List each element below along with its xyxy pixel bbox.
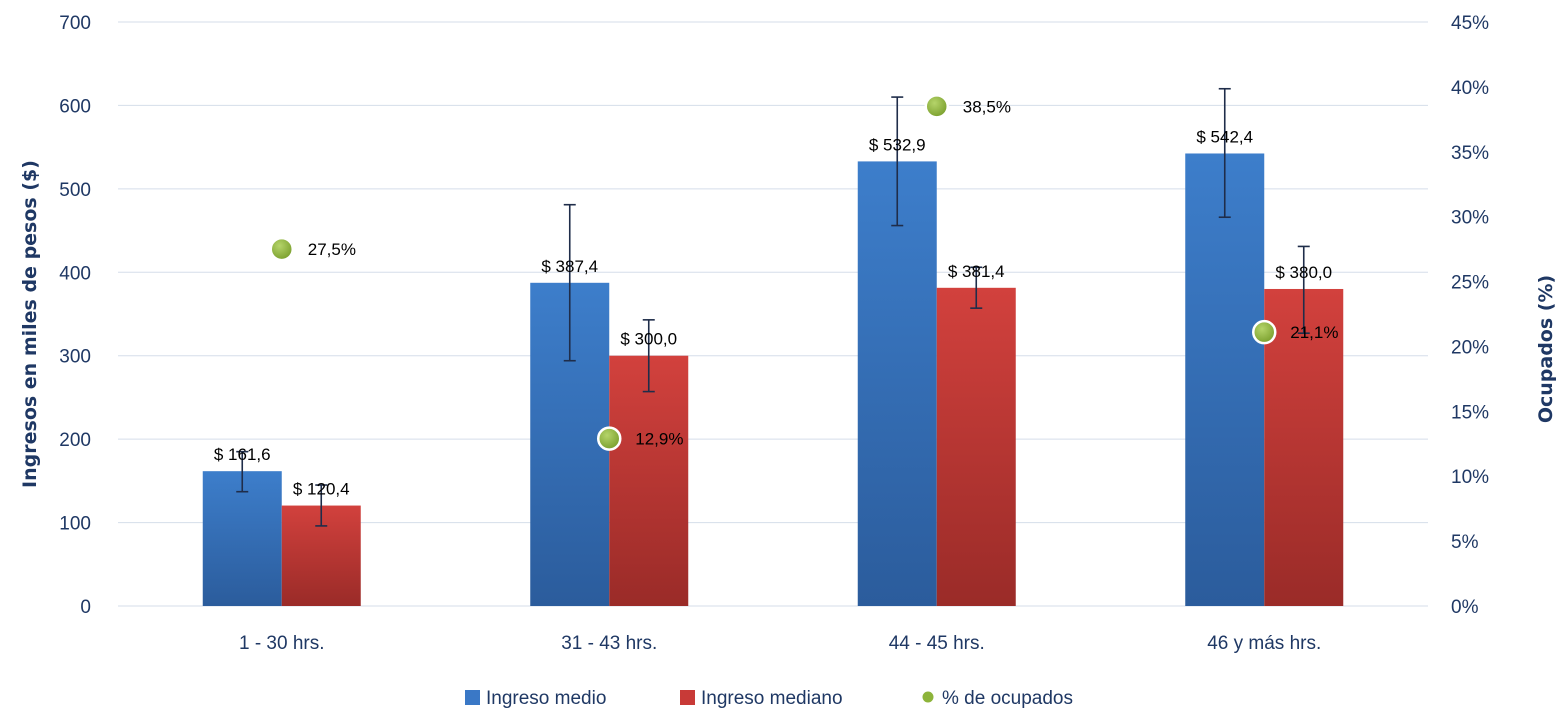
label-ingreso-mediano: $ 300,0 (620, 330, 677, 349)
point-ocupados (597, 426, 622, 451)
y-tick-label: 500 (59, 180, 91, 201)
y-tick-label: 200 (59, 430, 91, 451)
label-ocupados: 21,1% (1290, 323, 1338, 342)
y-tick-label: 400 (59, 263, 91, 284)
y2-tick-label: 20% (1451, 337, 1489, 358)
label-ingreso-medio: $ 542,4 (1196, 127, 1253, 146)
point-ocupados (269, 236, 294, 262)
y-tick-label: 300 (59, 347, 91, 368)
legend-label: Ingreso medio (486, 688, 606, 709)
y-tick-label: 700 (59, 13, 91, 34)
label-ocupados: 38,5% (963, 97, 1011, 116)
x-tick-label: 44 - 45 hrs. (889, 633, 985, 654)
y2-tick-label: 35% (1451, 143, 1489, 164)
label-ingreso-medio: $ 532,9 (869, 135, 926, 154)
point-ocupados (924, 94, 949, 119)
label-ingreso-mediano: $ 381,4 (948, 262, 1005, 281)
bar-ingreso-medio (202, 471, 282, 606)
x-tick-label: 1 - 30 hrs. (239, 633, 325, 654)
legend-swatch (921, 690, 935, 704)
label-ocupados: 27,5% (308, 240, 356, 259)
y2-tick-label: 0% (1451, 597, 1479, 618)
bars (202, 153, 1344, 606)
label-ingreso-medio: $ 161,6 (214, 445, 271, 464)
y2-tick-label: 30% (1451, 208, 1489, 229)
label-ingreso-mediano: $ 120,4 (293, 480, 350, 499)
x-tick-label: 46 y más hrs. (1207, 633, 1321, 654)
legend-swatch (680, 690, 695, 705)
bar-ingreso-mediano (609, 355, 689, 606)
axes: 0 100 200 300 400 500 600 700 0% 5% 10% 15% 20% 25% 30… (19, 13, 1557, 654)
y2-tick-label: 5% (1451, 532, 1479, 553)
legend: Ingreso medio Ingreso mediano % de ocupado… (465, 688, 1073, 709)
percent-points (269, 94, 1277, 451)
y2-tick-label: 15% (1451, 402, 1489, 423)
legend-label: Ingreso mediano (701, 688, 843, 709)
legend-label: % de ocupados (942, 688, 1073, 709)
y2-axis-title: Ocupados (%) (1535, 275, 1557, 423)
bar-ingreso-medio (1185, 153, 1265, 606)
y2-tick-label: 40% (1451, 78, 1489, 99)
error-bars (236, 87, 1310, 527)
bar-ingreso-mediano (1264, 288, 1344, 606)
y-tick-label: 0 (80, 597, 91, 618)
label-ingreso-mediano: $ 380,0 (1275, 263, 1332, 282)
data-labels: $ 161,6 $ 120,4 27,5% $ 387,4 $ 300,0 12,9% $ … (214, 97, 1339, 498)
bar-ingreso-medio (857, 161, 937, 606)
bar-ingreso-mediano (936, 287, 1016, 606)
y-tick-label: 100 (59, 514, 91, 535)
label-ingreso-medio: $ 387,4 (541, 257, 598, 276)
y2-tick-label: 10% (1451, 467, 1489, 488)
y2-tick-label: 45% (1451, 13, 1489, 34)
y2-tick-label: 25% (1451, 273, 1489, 294)
point-ocupados (1252, 319, 1277, 345)
x-tick-label: 31 - 43 hrs. (561, 633, 657, 654)
y-tick-label: 600 (59, 96, 91, 117)
label-ocupados: 12,9% (635, 430, 683, 449)
y-axis-title: Ingresos en miles de pesos ($) (19, 160, 41, 488)
legend-swatch (465, 690, 480, 705)
